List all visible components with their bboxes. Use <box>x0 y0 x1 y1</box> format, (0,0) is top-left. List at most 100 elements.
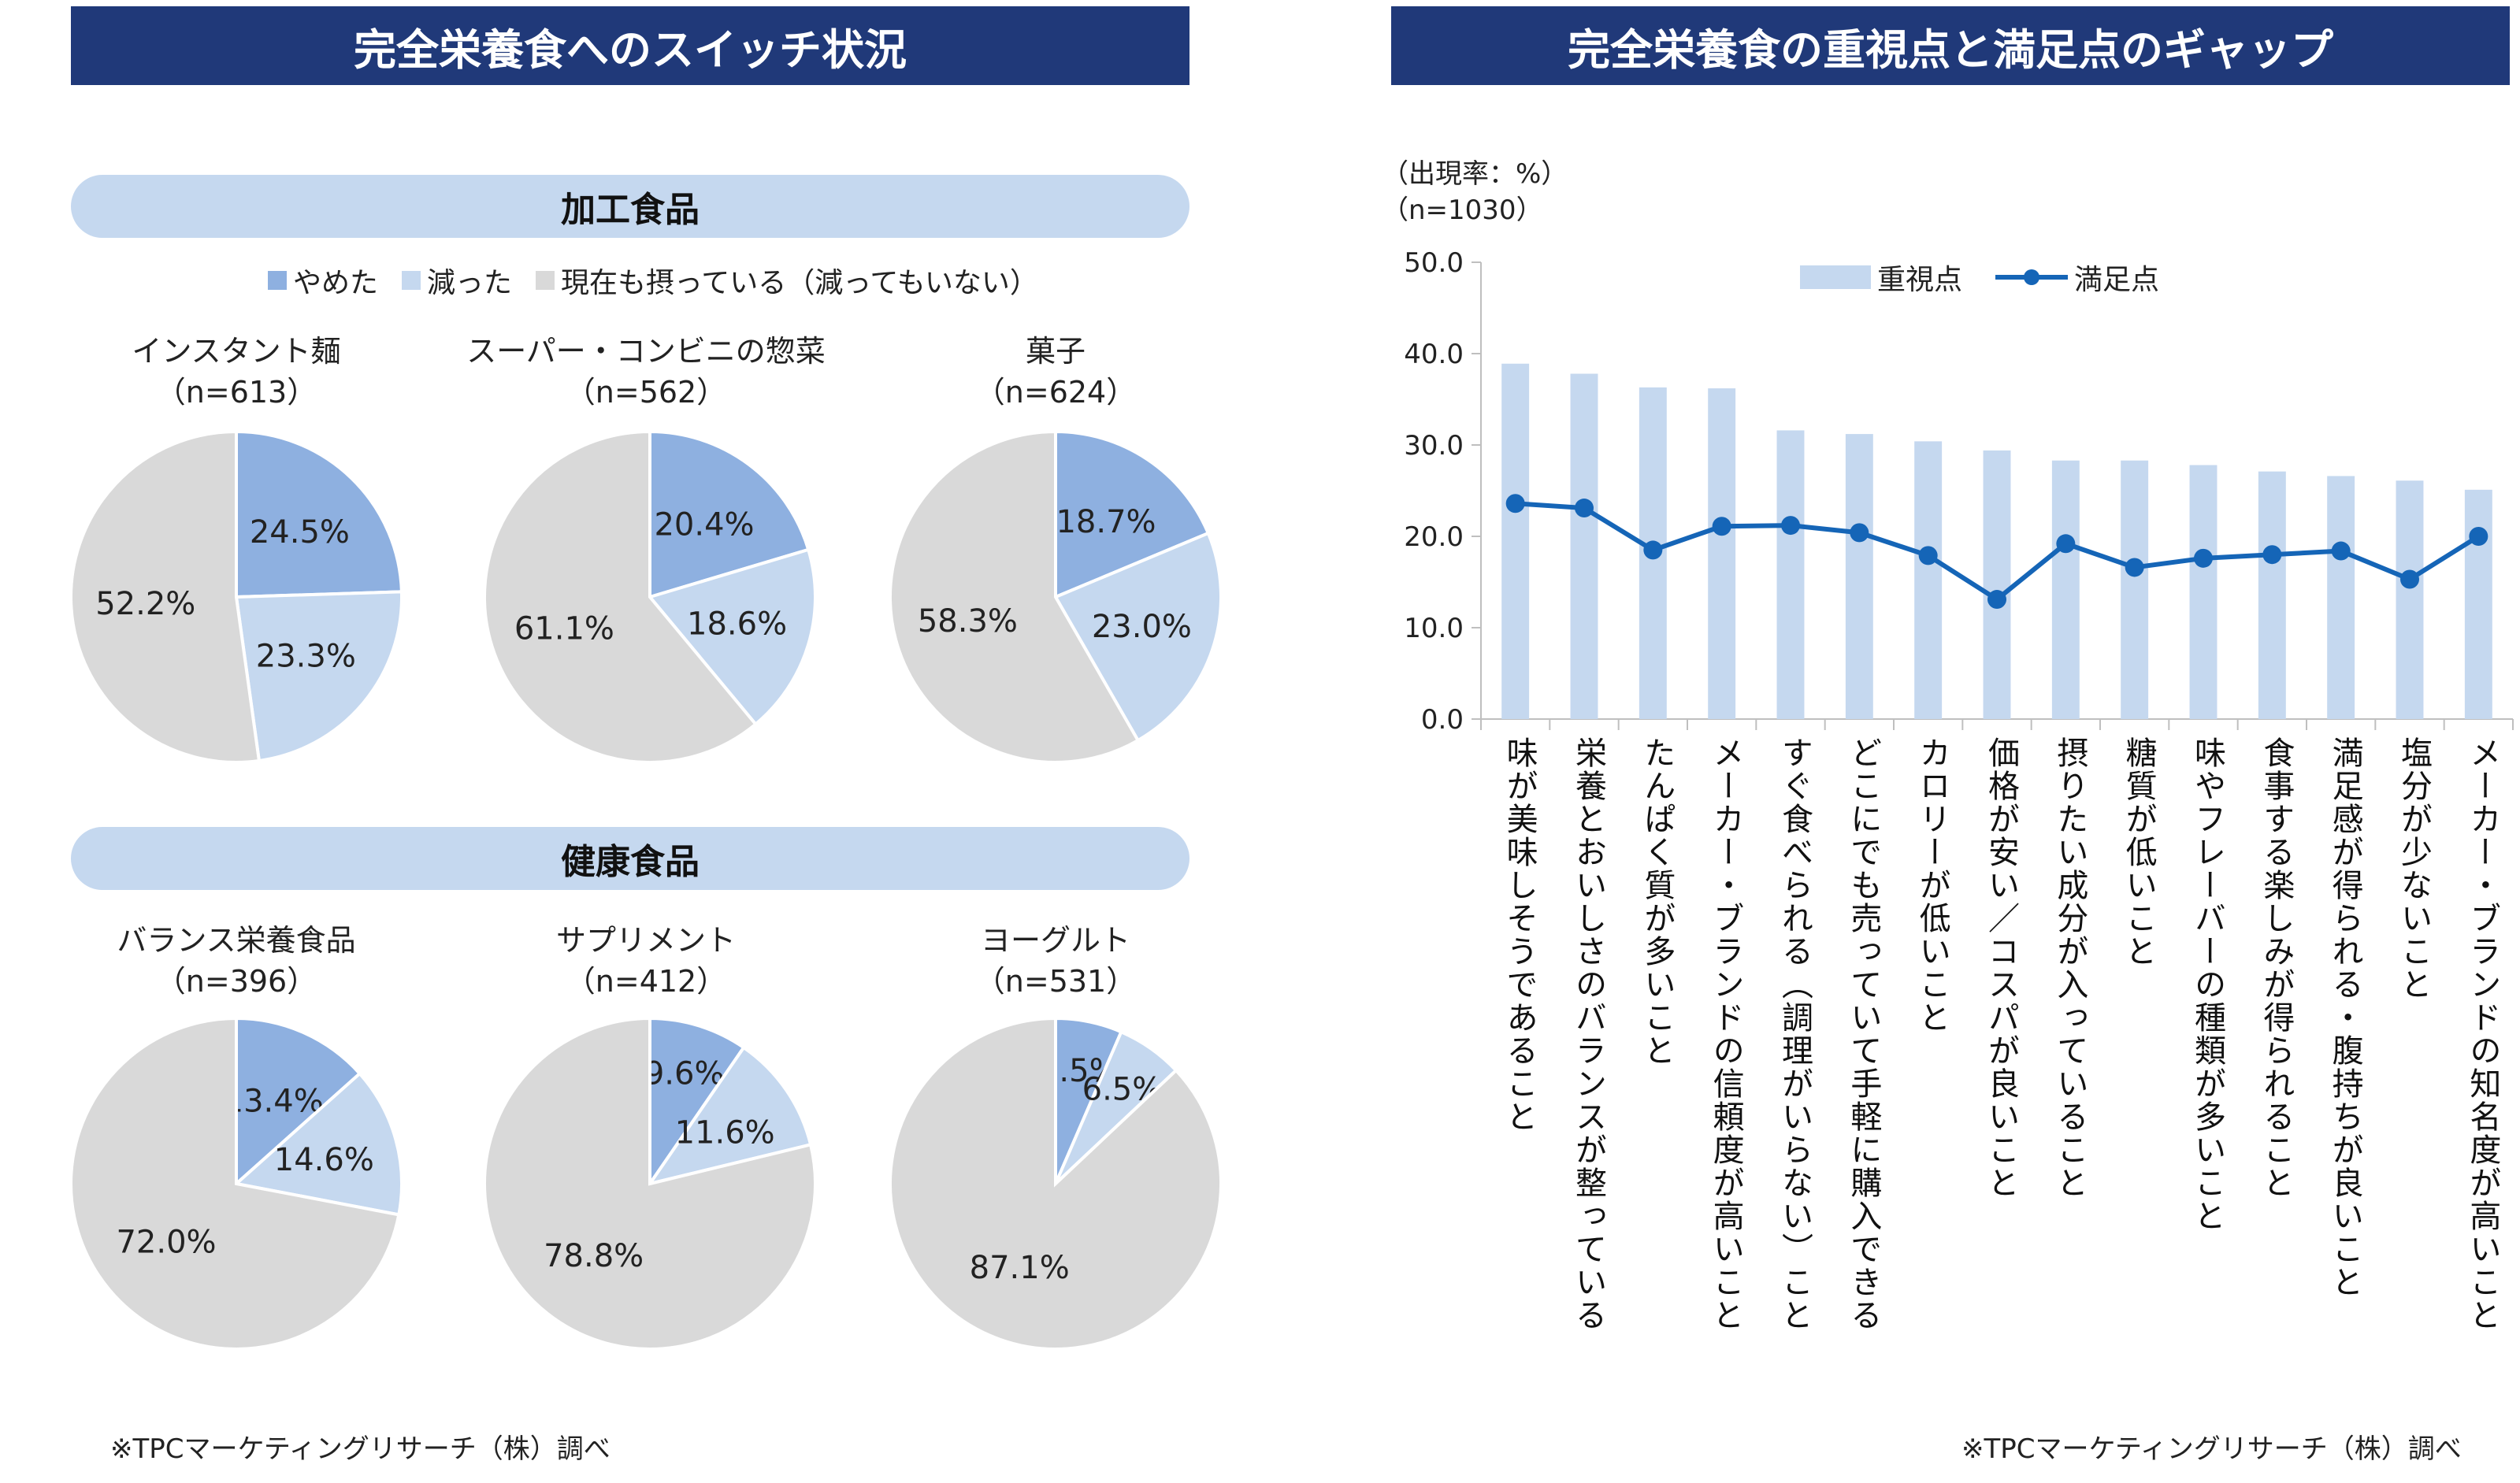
pie-title-2-n: （n=624） <box>974 375 1137 410</box>
pie-4-slice-reduced <box>646 1045 813 1187</box>
unit-label: （出現率：%） （n=1030） <box>1382 156 1568 228</box>
category-label-6: カロリーが低いこと <box>1913 736 1950 1034</box>
importance-bar-9 <box>2121 460 2149 719</box>
section-health-food: 健康食品 <box>71 827 1189 890</box>
pie-title-2: 菓子 （n=624） <box>898 331 1213 413</box>
pie-title-3: バランス栄養食品 （n=396） <box>79 920 394 1002</box>
legend-label-satisfaction: 満足点 <box>2074 264 2160 296</box>
pie-3-label-quit: 13.4% <box>224 1084 324 1120</box>
category-label-5: どこにでも売っていて手軽に購入できる <box>1845 736 1882 1332</box>
satisfaction-point-6 <box>1918 546 1938 565</box>
pie-4-slice-quit <box>648 1016 746 1189</box>
legend-label-continue: 現在も摂っている（減ってもいない） <box>561 267 1038 299</box>
pie-2-slice-reduced <box>1053 531 1223 743</box>
y-tick-label-5: 50.0 <box>1404 247 1464 279</box>
pie-0-label-continue: 52.2% <box>95 586 195 622</box>
category-label-11: 食事する楽しみが得られること <box>2258 736 2295 1199</box>
satisfaction-point-12 <box>2331 541 2351 561</box>
importance-bar-4 <box>1776 430 1805 719</box>
pie-title-1-n: （n=562） <box>565 375 727 410</box>
pie-4-slice-continue <box>483 1016 817 1351</box>
category-label-10: 味やフレーバーの種類が多いこと <box>2189 736 2225 1233</box>
importance-bar-14 <box>2464 489 2492 719</box>
importance-bar-8 <box>2051 460 2080 719</box>
pie-title-5-n: （n=531） <box>974 964 1137 999</box>
pie-title-3-name: バランス栄養食品 <box>117 923 356 958</box>
pie-3-slice-reduced <box>232 1071 403 1217</box>
importance-bar-11 <box>2258 471 2286 719</box>
category-label-14: メーカー・ブランドの知名度が高いこと <box>2464 736 2501 1332</box>
y-tick-label-1: 10.0 <box>1404 613 1464 644</box>
legend-item-continue: 現在も摂っている（減ってもいない） <box>536 260 1038 301</box>
pie-4-label-reduced: 11.6% <box>675 1114 775 1151</box>
importance-bar-1 <box>1570 373 1598 719</box>
pie-1-slice-quit <box>648 429 811 599</box>
pie-title-2-name: 菓子 <box>1025 334 1086 369</box>
pie-3-slice-continue <box>69 1016 401 1351</box>
pie-title-5-name: ヨーグルト <box>980 923 1130 958</box>
pie-2-slice-quit <box>1054 429 1211 600</box>
satisfaction-point-4 <box>1781 516 1800 536</box>
pie-1-label-reduced: 18.6% <box>687 606 787 642</box>
category-label-2: たんぱく質が多いこと <box>1639 736 1676 1067</box>
pie-5-label-continue: 87.1% <box>970 1250 1070 1286</box>
pie-3-label-continue: 72.0% <box>116 1225 216 1261</box>
satisfaction-point-2 <box>1643 540 1663 560</box>
importance-bar-5 <box>1845 434 1873 719</box>
category-label-13: 塩分が少ないこと <box>2396 736 2432 1001</box>
left-panel-title: 完全栄養食へのスイッチ状況 <box>71 6 1189 85</box>
pie-title-0-n: （n=613） <box>155 375 317 410</box>
pie-title-3-n: （n=396） <box>155 964 317 999</box>
pie-5-slice-continue <box>889 1016 1223 1351</box>
unit-label-n: （n=1030） <box>1382 195 1543 226</box>
pie-title-0: インスタント麺 （n=613） <box>79 331 394 413</box>
pie-2-slice-continue <box>889 429 1141 764</box>
legend-item-satisfaction: 満足点 <box>1994 257 2159 298</box>
category-label-9: 糖質が低いこと <box>2120 736 2157 968</box>
importance-bar-12 <box>2327 476 2355 719</box>
satisfaction-point-5 <box>1850 523 1869 543</box>
legend-swatch-quit <box>268 271 287 290</box>
pie-2-label-continue: 58.3% <box>918 603 1018 640</box>
satisfaction-point-14 <box>2469 527 2488 546</box>
pie-1-slice-reduced <box>647 547 817 727</box>
satisfaction-point-7 <box>1987 590 2006 610</box>
legend-item-quit: やめた <box>268 260 378 301</box>
category-label-4: すぐ食べられる（調理がいらない）こと <box>1776 736 1813 1332</box>
pie-title-1: スーパー・コンビニの惣菜 （n=562） <box>441 331 851 413</box>
satisfaction-point-13 <box>2400 569 2419 589</box>
category-label-12: 満足感が得られる・腹持ちが良いこと <box>2326 736 2363 1299</box>
pie-title-4-n: （n=412） <box>565 964 727 999</box>
satisfaction-point-3 <box>1712 517 1731 536</box>
satisfaction-point-0 <box>1505 494 1525 513</box>
pie-4-label-continue: 78.8% <box>544 1238 644 1274</box>
pie-4-label-quit: 9.6% <box>644 1056 725 1092</box>
satisfaction-point-11 <box>2262 545 2282 565</box>
y-tick-label-4: 40.0 <box>1404 339 1464 370</box>
pie-0-slice-reduced <box>234 590 403 763</box>
pie-2-label-quit: 18.7% <box>1056 504 1156 540</box>
importance-bar-3 <box>1708 388 1736 719</box>
legend-label-reduced: 減った <box>427 267 513 299</box>
importance-bar-0 <box>1501 363 1530 719</box>
satisfaction-point-10 <box>2194 548 2213 568</box>
pie-1-label-continue: 61.1% <box>514 610 614 647</box>
importance-bar-13 <box>2396 480 2424 719</box>
y-tick-label-0: 0.0 <box>1421 704 1464 736</box>
pie-1-slice-continue <box>483 429 759 764</box>
pie-2-label-reduced: 23.0% <box>1092 609 1192 645</box>
legend-swatch-importance <box>1800 265 1871 289</box>
category-label-3: メーカー・ブランドの信頼度が高いこと <box>1707 736 1744 1332</box>
pie-title-5: ヨーグルト （n=531） <box>898 920 1213 1002</box>
footnote-left: ※TPCマーケティングリサーチ（株）調べ <box>110 1433 611 1465</box>
section-processed-food: 加工食品 <box>71 175 1189 238</box>
legend-label-quit: やめた <box>293 267 379 299</box>
pie-title-4: サプリメント （n=412） <box>488 920 804 1002</box>
pie-0-slice-quit <box>235 429 403 599</box>
pie-3-slice-quit <box>235 1016 362 1188</box>
pie-legend: やめた 減った 現在も摂っている（減ってもいない） <box>268 260 1062 301</box>
satisfaction-point-9 <box>2125 558 2144 577</box>
legend-item-importance: 重視点 <box>1800 257 1962 298</box>
legend-swatch-continue <box>536 271 555 290</box>
importance-bar-10 <box>2189 465 2218 719</box>
